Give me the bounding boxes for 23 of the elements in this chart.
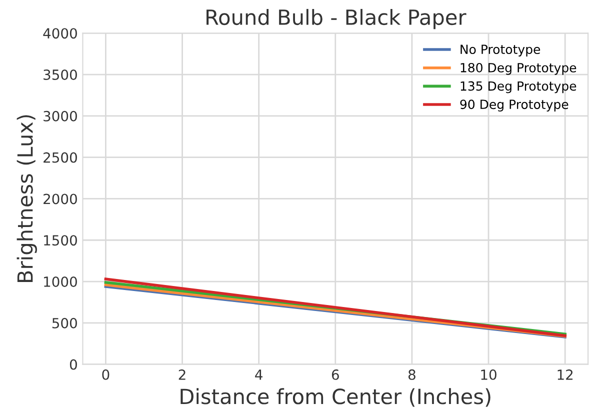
y-tick-label: 2500 bbox=[44, 152, 77, 163]
y-tick-label: 0 bbox=[70, 359, 77, 370]
y-tick-label: 4000 bbox=[43, 28, 77, 39]
legend-label: 180 Deg Prototype bbox=[460, 62, 576, 75]
legend-label: 90 Deg Prototype bbox=[460, 100, 568, 112]
legend-label: No Prototype bbox=[460, 44, 540, 56]
x-tick-label: 10 bbox=[481, 369, 496, 380]
x-tick-label: 4 bbox=[255, 370, 262, 380]
x-tick-label: 2 bbox=[178, 369, 186, 380]
x-tick-label: 12 bbox=[558, 369, 573, 380]
x-axis-title: Distance from Center (Inches) bbox=[180, 388, 490, 407]
x-tick-label: 6 bbox=[332, 369, 339, 380]
y-tick-label: 500 bbox=[52, 318, 77, 328]
y-tick-label: 3000 bbox=[44, 110, 77, 122]
x-tick-label: 0 bbox=[102, 369, 110, 380]
y-tick-label: 2000 bbox=[44, 194, 77, 204]
y-axis-title: Brightness (Lux) bbox=[16, 115, 37, 282]
y-tick-label: 3500 bbox=[44, 69, 77, 80]
y-tick-label: 1500 bbox=[44, 235, 77, 246]
legend-label: 135 Deg Prototype bbox=[460, 81, 576, 94]
chart-title: Round Bulb - Black Paper bbox=[206, 8, 466, 30]
x-tick-label: 8 bbox=[408, 369, 416, 380]
y-tick-label: 1000 bbox=[44, 276, 77, 287]
